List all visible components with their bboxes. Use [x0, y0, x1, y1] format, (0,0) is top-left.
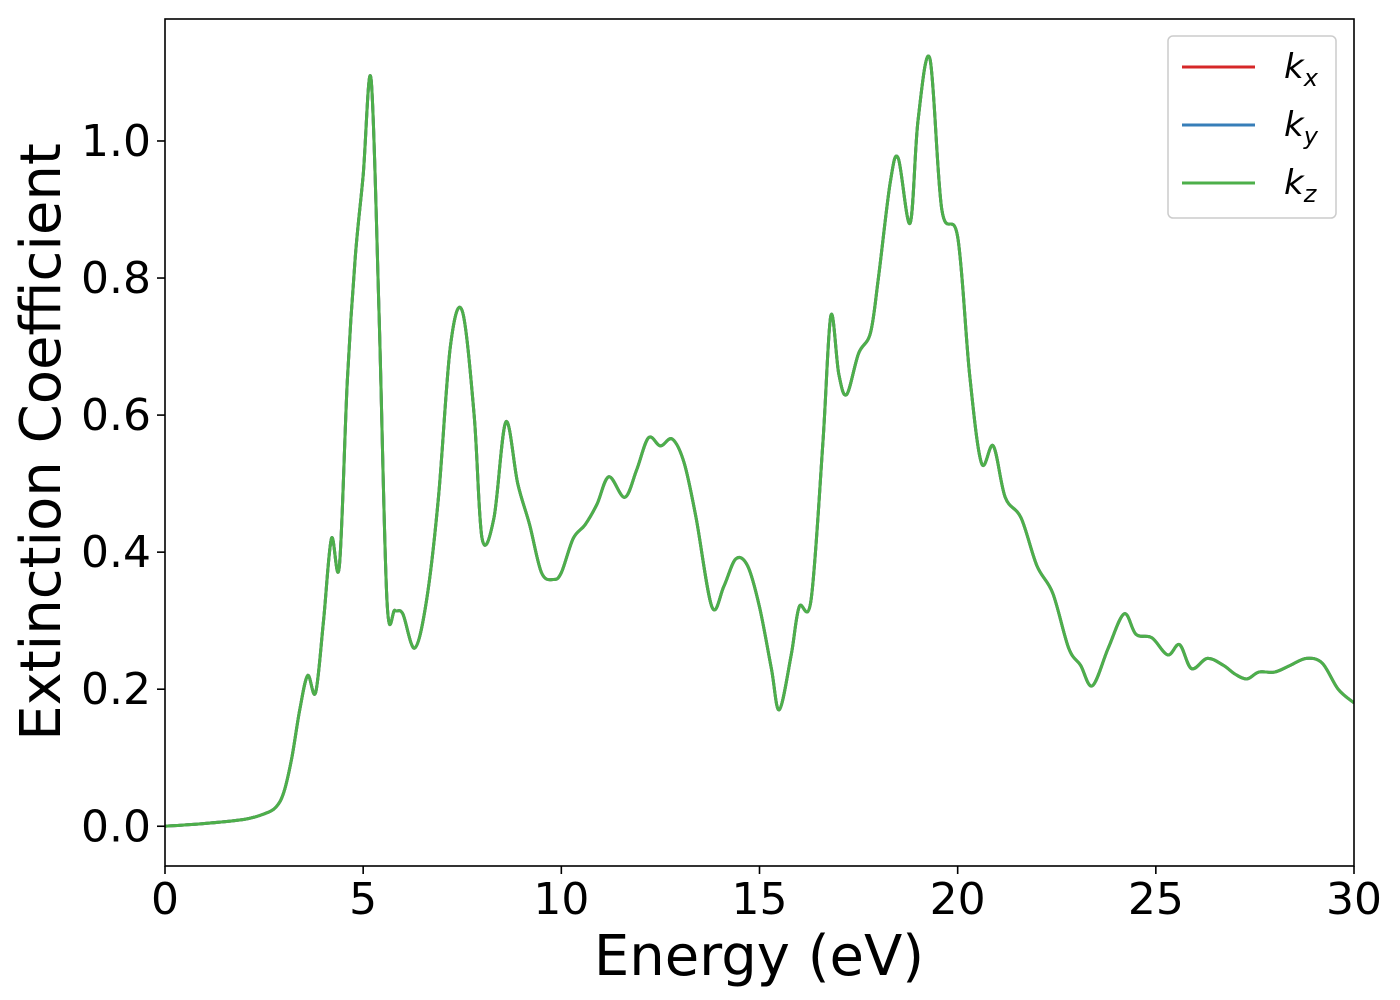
legend-label-k_x: kx: [1284, 47, 1319, 92]
series-line-k_z: [165, 54, 1354, 828]
y-axis: 0.0 0.2 0.4 0.6 0.8 1.0: [81, 116, 165, 852]
y-tick-label: 0.2: [81, 664, 151, 715]
y-tick-label: 0.6: [81, 390, 151, 441]
y-tick-label: 0.4: [81, 527, 151, 578]
legend-label-k_y: ky: [1284, 105, 1319, 150]
x-tick-label: 10: [533, 874, 589, 925]
y-tick-label: 0.0: [81, 801, 151, 852]
x-tick-label: 25: [1128, 874, 1184, 925]
y-tick-label: 0.8: [81, 253, 151, 304]
legend-label-k_z: kz: [1284, 163, 1318, 208]
x-axis-title: Energy (eV): [594, 924, 924, 989]
legend-frame: [1167, 35, 1337, 219]
x-tick-label: 0: [151, 874, 179, 925]
x-axis: 0 5 10 15 20 25 30: [151, 866, 1382, 925]
x-tick-label: 20: [930, 874, 986, 925]
x-tick-label: 5: [349, 874, 377, 925]
y-axis-title: Extinction Coefficient: [9, 143, 74, 741]
series-layer: [165, 54, 1354, 828]
x-tick-label: 15: [732, 874, 788, 925]
legend: kx ky kz: [1167, 35, 1337, 219]
y-tick-label: 1.0: [81, 116, 151, 167]
x-tick-label: 30: [1326, 874, 1382, 925]
